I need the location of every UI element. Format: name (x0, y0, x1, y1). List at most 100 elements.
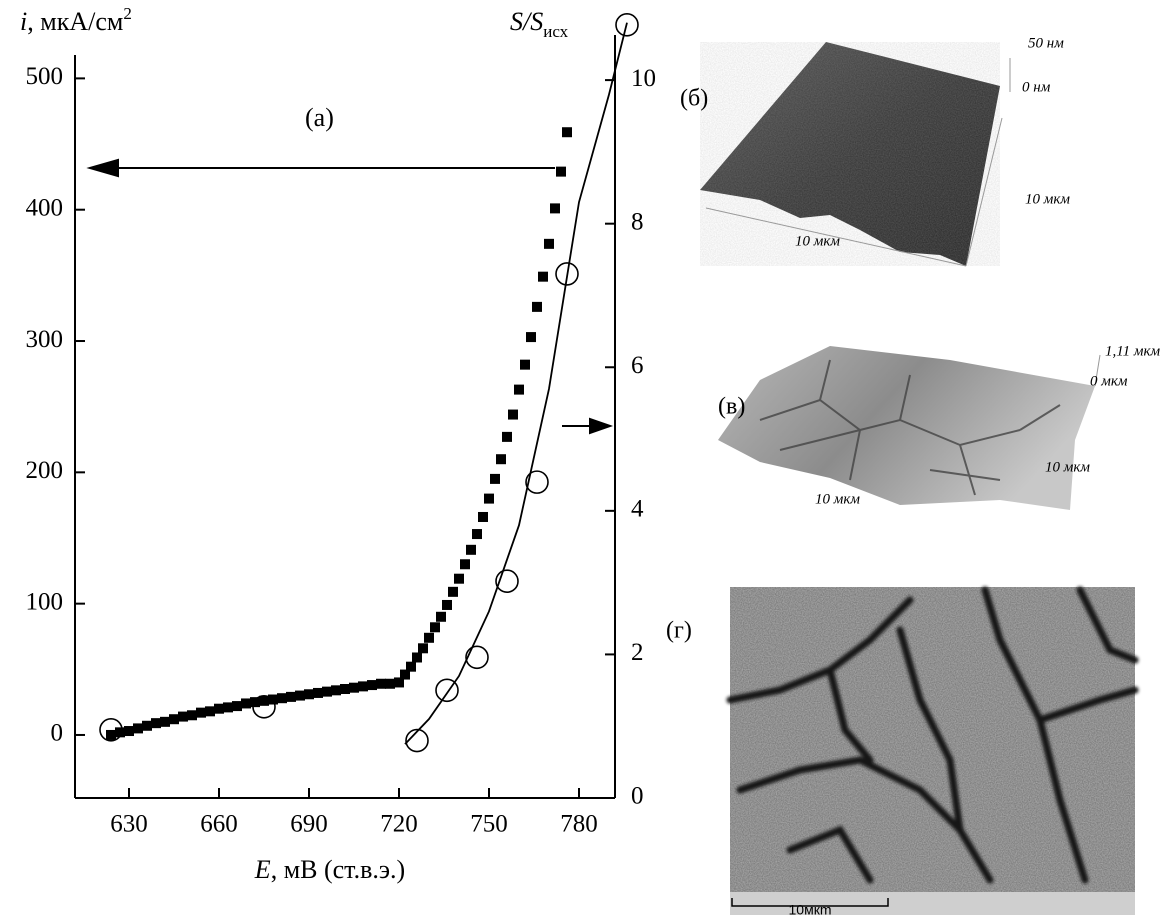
panel-label: (в) (718, 394, 745, 420)
square-point (106, 730, 116, 740)
square-point (178, 712, 188, 722)
square-point (520, 360, 530, 370)
square-point (526, 332, 536, 342)
y2-tick-label: 6 (631, 352, 644, 379)
square-point (187, 710, 197, 720)
square-point (286, 692, 296, 702)
panel-label: (б) (680, 86, 708, 112)
square-point (424, 633, 434, 643)
scale-label: 10мкm (789, 902, 832, 915)
square-point (484, 494, 494, 504)
square-point (277, 693, 287, 703)
square-point (241, 698, 251, 708)
square-point (322, 687, 332, 697)
x-axis-label: E, мВ (ст.в.э.) (254, 855, 405, 884)
y-tick-label: 0 (51, 720, 64, 747)
square-point (430, 622, 440, 632)
y-tick-label: 300 (26, 326, 64, 353)
scale-label: 10 мкм (1025, 191, 1070, 207)
y-tick-label: 200 (26, 457, 64, 484)
afm-surface (718, 346, 1095, 510)
x-label-var: E (254, 855, 271, 884)
square-point (406, 662, 416, 672)
x-tick-label: 660 (200, 811, 238, 838)
y2-label-var: S/S (510, 7, 543, 36)
square-point (349, 683, 359, 693)
scale-label: 10 мкм (795, 233, 840, 249)
square-point (436, 612, 446, 622)
square-point (460, 559, 470, 569)
scale-label: 50 нм (1028, 35, 1064, 51)
y2-tick-label: 10 (631, 65, 656, 92)
square-point (418, 643, 428, 653)
scale-label: 10 мкм (815, 491, 860, 507)
arrow-head (90, 160, 118, 176)
circle-point (466, 646, 488, 668)
square-point (550, 203, 560, 213)
x-tick-label: 750 (470, 811, 508, 838)
sem-panel-d: (г) 10мкm (666, 587, 1135, 915)
y-tick-label: 100 (26, 588, 64, 615)
arrows (90, 160, 610, 433)
square-point (532, 302, 542, 312)
panel-label: (г) (666, 618, 692, 644)
arrow-head (590, 419, 610, 433)
y-tick-label: 400 (26, 194, 64, 221)
square-point (472, 529, 482, 539)
x-tick-label: 690 (290, 811, 328, 838)
square-point (214, 704, 224, 714)
square-point (508, 410, 518, 420)
square-point (313, 688, 323, 698)
afm-panel-c: (в) 1,11 мкм 0 мкм 10 мкм 10 мкм (718, 343, 1160, 510)
square-point (514, 385, 524, 395)
y-label-var: i (20, 7, 27, 36)
square-point (250, 697, 260, 707)
y2-tick-label: 0 (631, 783, 644, 810)
y-label-unit: , мкА/см (27, 7, 123, 36)
x-tick-label: 630 (110, 811, 148, 838)
annotation: (а) (305, 103, 334, 132)
scale-label: 10 мкм (1045, 459, 1090, 475)
square-point (133, 723, 143, 733)
square-point (496, 454, 506, 464)
square-point (151, 718, 161, 728)
afm-panel-b: (б) 50 нм 0 нм 10 мкм 10 мкм (680, 35, 1070, 266)
square-point (142, 721, 152, 731)
scale-label: 0 нм (1022, 79, 1051, 95)
fit-line (405, 23, 627, 744)
afm-texture (700, 42, 1000, 266)
square-point (232, 701, 242, 711)
figure: 6306606907207507800100200300400500024681… (0, 0, 1173, 915)
square-point (448, 587, 458, 597)
x-label-unit: , мВ (ст.в.э.) (271, 855, 406, 884)
y2-axis-label: S/Sисх (510, 7, 569, 41)
square-point (205, 706, 215, 716)
y2-tick-label: 8 (631, 208, 644, 235)
square-point (295, 691, 305, 701)
square-point (376, 679, 386, 689)
y-label-sup: 2 (123, 4, 132, 23)
square-point (562, 127, 572, 137)
x-tick-label: 720 (380, 811, 418, 838)
y2-label-sub: исх (543, 22, 568, 41)
y2-tick-label: 4 (631, 496, 644, 523)
scale-label: 0 мкм (1090, 373, 1128, 389)
square-point (340, 684, 350, 694)
y-tick-label: 500 (26, 63, 64, 90)
y2-tick-label: 2 (631, 639, 644, 666)
square-point (478, 512, 488, 522)
square-point (196, 708, 206, 718)
square-point (367, 680, 377, 690)
square-point (160, 717, 170, 727)
square-point (124, 726, 134, 736)
square-point (466, 545, 476, 555)
square-point (490, 474, 500, 484)
square-point (538, 272, 548, 282)
square-point (304, 689, 314, 699)
square-point (412, 652, 422, 662)
square-point (169, 714, 179, 724)
y-axis-label: i, мкА/см2 (20, 4, 132, 36)
square-point (358, 681, 368, 691)
square-point (454, 574, 464, 584)
